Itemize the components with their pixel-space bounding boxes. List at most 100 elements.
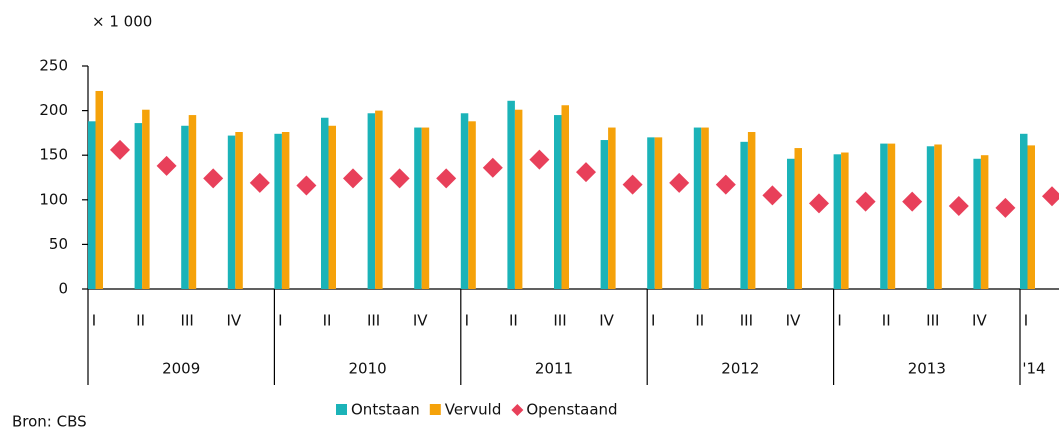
bar xyxy=(514,109,523,289)
legend-label: Ontstaan xyxy=(351,401,420,419)
bar xyxy=(181,125,189,289)
legend-label: Openstaand xyxy=(526,401,617,419)
diamond xyxy=(762,185,783,206)
diamond xyxy=(389,168,410,189)
diamond xyxy=(809,193,829,214)
x-tick-label: III xyxy=(926,312,939,330)
x-tick-label: II xyxy=(882,312,891,330)
bar xyxy=(188,115,197,289)
group-label: 2011 xyxy=(535,360,573,378)
bar xyxy=(414,127,422,289)
x-tick-label: III xyxy=(553,312,566,330)
diamond xyxy=(576,162,596,183)
bar xyxy=(460,113,469,289)
bar xyxy=(554,115,562,289)
diamond xyxy=(948,196,969,217)
bar xyxy=(880,143,888,289)
bar xyxy=(973,158,981,289)
bar xyxy=(561,105,569,289)
diamond xyxy=(902,191,923,212)
x-tick-label: I xyxy=(1024,312,1028,330)
x-tick-label: II xyxy=(136,312,145,330)
bar xyxy=(88,121,96,289)
diamond xyxy=(156,155,177,176)
x-tick-label: III xyxy=(181,312,194,330)
x-tick-label: IV xyxy=(786,312,801,330)
bar xyxy=(1027,145,1035,289)
bar xyxy=(833,154,842,289)
y-tick-label: 50 xyxy=(49,235,68,253)
bar xyxy=(654,137,663,289)
x-tick-label: III xyxy=(740,312,753,330)
group-label: 2012 xyxy=(721,360,759,378)
bar xyxy=(507,100,515,290)
bar xyxy=(980,155,989,289)
bar xyxy=(227,135,236,289)
bar xyxy=(235,132,243,289)
diamond xyxy=(343,168,363,189)
bar xyxy=(95,90,103,289)
diamond xyxy=(296,175,317,196)
bar xyxy=(934,144,942,289)
diamond xyxy=(249,172,270,193)
group-label: 2010 xyxy=(349,360,387,378)
bar xyxy=(841,152,849,289)
bar xyxy=(468,121,476,289)
legend-swatch xyxy=(336,404,347,415)
x-tick-label: II xyxy=(509,312,518,330)
x-tick-label: I xyxy=(465,312,469,330)
x-tick-label: IV xyxy=(413,312,428,330)
y-tick-label: 150 xyxy=(39,146,68,164)
y-tick-label: 100 xyxy=(39,190,68,208)
diamond xyxy=(436,168,457,189)
x-tick-label: I xyxy=(651,312,655,330)
group-label: '14 xyxy=(1022,360,1045,378)
bar xyxy=(142,109,150,289)
unit-label: × 1 000 xyxy=(92,13,152,31)
bar xyxy=(134,123,143,289)
x-tick-label: III xyxy=(367,312,380,330)
x-tick-label: IV xyxy=(972,312,987,330)
group-label: 2009 xyxy=(162,360,200,378)
diamond xyxy=(855,191,876,212)
diamond xyxy=(1042,186,1059,207)
bar xyxy=(926,146,935,289)
bar xyxy=(281,132,290,289)
diamond xyxy=(669,172,690,193)
bar xyxy=(321,117,329,290)
bar xyxy=(647,137,655,289)
bar xyxy=(274,133,282,289)
bar xyxy=(367,113,376,289)
diamond xyxy=(715,174,736,195)
x-tick-label: IV xyxy=(599,312,614,330)
diamond xyxy=(203,168,224,189)
source: Bron: CBS xyxy=(12,413,87,430)
bar xyxy=(693,127,702,289)
legend-label: Vervuld xyxy=(445,401,502,419)
diamond xyxy=(995,197,1016,218)
diamond xyxy=(110,139,130,160)
x-tick-label: I xyxy=(837,312,841,330)
y-tick-label: 0 xyxy=(58,280,68,298)
bar xyxy=(328,125,336,289)
bar xyxy=(421,127,430,289)
x-tick-label: II xyxy=(323,312,332,330)
diamond xyxy=(622,174,643,195)
x-tick-label: IV xyxy=(226,312,241,330)
bar xyxy=(701,127,709,289)
y-tick-label: 250 xyxy=(39,57,68,75)
x-tick-label: II xyxy=(695,312,704,330)
bar xyxy=(600,140,609,289)
bar xyxy=(1020,133,1028,289)
group-label: 2013 xyxy=(908,360,946,378)
bar xyxy=(740,141,748,289)
x-tick-label: I xyxy=(278,312,282,330)
bar xyxy=(787,158,795,289)
bar xyxy=(794,148,802,289)
bar xyxy=(887,143,896,289)
bar xyxy=(747,132,756,289)
legend-swatch xyxy=(511,404,524,416)
bar xyxy=(608,127,616,289)
y-tick-label: 200 xyxy=(39,101,68,119)
